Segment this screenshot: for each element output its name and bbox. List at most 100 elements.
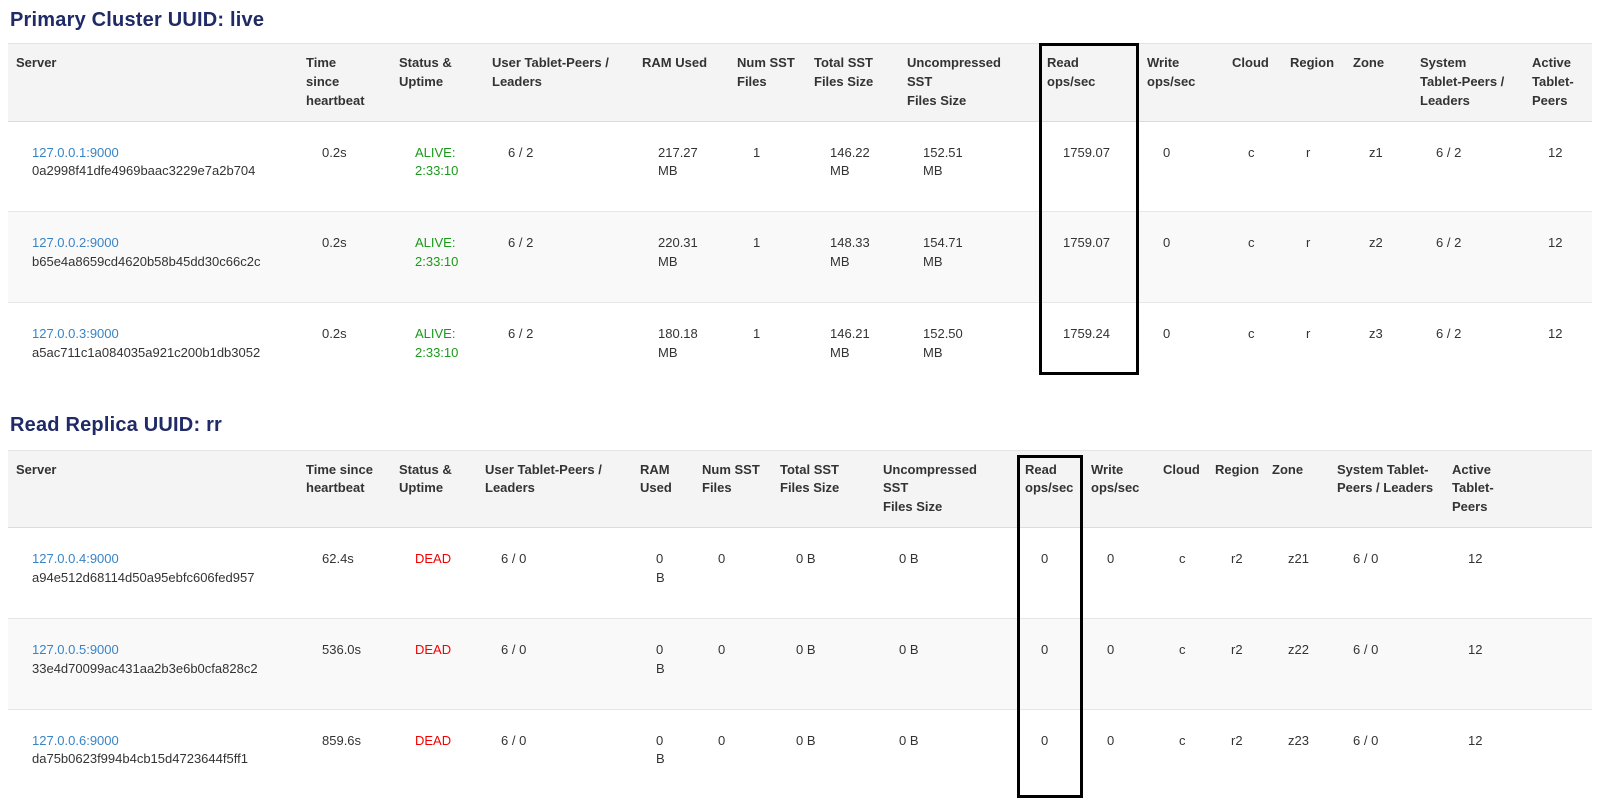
table-row: 127.0.0.1:9000 0a2998f41dfe4969baac3229e… (8, 121, 1592, 212)
col-status: Status & Uptime (391, 43, 484, 122)
cell-ram-used: 0 B (632, 708, 694, 800)
table-row: 127.0.0.4:9000 a94e512d68114d50a95ebfc60… (8, 528, 1592, 619)
server-uuid: da75b0623f994b4cb15d4723644f5ff1 (32, 751, 248, 767)
col-status: Status & Uptime (391, 450, 477, 529)
col-zone: Zone (1264, 450, 1329, 529)
table-row: 127.0.0.2:9000 b65e4a8659cd4620b58b45dd3… (8, 211, 1592, 303)
server-uuid: a5ac711c1a084035a921c200b1db3052 (32, 344, 261, 360)
col-heartbeat: Time since heartbeat (298, 450, 391, 529)
col-ram-used: RAM Used (634, 43, 729, 122)
server-link[interactable]: 127.0.0.5:9000 (32, 641, 119, 657)
col-uncompressed-sst: Uncompressed SST Files Size (899, 43, 1039, 122)
cell-cloud: c (1179, 551, 1186, 567)
server-link[interactable]: 127.0.0.4:9000 (32, 551, 119, 567)
primary-cluster-table-wrap: Server Time since heartbeat Status & Upt… (8, 43, 1592, 393)
server-link[interactable]: 127.0.0.2:9000 (32, 235, 119, 251)
cell-write-ops: 0 (1083, 708, 1155, 800)
primary-cluster-table: Server Time since heartbeat Status & Upt… (8, 43, 1592, 393)
table-row: 127.0.0.6:9000 da75b0623f994b4cb15d47236… (8, 708, 1592, 800)
cell-write-ops: 0 (1139, 211, 1224, 303)
col-heartbeat: Time since heartbeat (298, 43, 391, 122)
col-user-tablet-peers: User Tablet-Peers / Leaders (477, 450, 632, 529)
cell-system-tablet-peers: 6 / 2 (1412, 301, 1524, 393)
cell-zone: z21 (1288, 551, 1309, 567)
col-region: Region (1207, 450, 1264, 529)
cell-cloud: c (1155, 617, 1207, 709)
cell-ram-used: 180.18 MB (634, 301, 729, 393)
col-cloud: Cloud (1155, 450, 1207, 529)
cell-read-ops: 0 (1017, 617, 1083, 709)
cell-heartbeat: 0.2s (298, 301, 391, 393)
col-cloud: Cloud (1224, 43, 1282, 122)
cell-user-tablet-peers: 6 / 0 (477, 617, 632, 709)
cell-active-tablet-peers: 12 (1444, 708, 1592, 800)
primary-cluster-heading: Primary Cluster UUID: live (10, 9, 265, 31)
server-uuid: 0a2998f41dfe4969baac3229e7a2b704 (32, 163, 256, 179)
cell-total-sst: 148.33 MB (806, 211, 899, 303)
cell-heartbeat: 0.2s (322, 144, 347, 160)
col-num-sst: Num SST Files (694, 450, 772, 529)
col-server: Server (8, 43, 298, 122)
read-replica-table-wrap: Server Time since heartbeat Status & Upt… (8, 449, 1592, 800)
cell-num-sst: 1 (729, 301, 806, 393)
cell-cloud: c (1248, 144, 1255, 160)
read-replica-heading: Read Replica UUID: rr (10, 413, 223, 436)
cell-uncompressed-sst: 152.51 MB (923, 144, 963, 179)
col-total-sst: Total SST Files Size (772, 450, 875, 529)
cell-status: ALIVE: 2:33:10 (415, 144, 459, 179)
cell-zone: z22 (1264, 617, 1329, 709)
cell-cloud: c (1224, 301, 1282, 393)
cell-server: 127.0.0.1:9000 0a2998f41dfe4969baac3229e… (8, 121, 298, 212)
cell-system-tablet-peers: 6 / 0 (1353, 551, 1379, 567)
cell-system-tablet-peers: 6 / 0 (1329, 617, 1444, 709)
server-link[interactable]: 127.0.0.3:9000 (32, 325, 119, 341)
cell-zone: z2 (1345, 211, 1412, 303)
table-header-row: Server Time since heartbeat Status & Upt… (8, 43, 1592, 122)
cell-cloud: c (1155, 708, 1207, 800)
cell-ram-used: 217.27 MB (658, 144, 698, 179)
cell-ram-used: 220.31 MB (634, 211, 729, 303)
cell-active-tablet-peers: 12 (1468, 551, 1483, 567)
cell-active-tablet-peers: 12 (1524, 211, 1592, 303)
server-link[interactable]: 127.0.0.6:9000 (32, 732, 119, 748)
cell-zone: z1 (1369, 144, 1383, 160)
cell-uncompressed-sst: 0 B (875, 708, 1017, 800)
cell-active-tablet-peers: 12 (1444, 617, 1592, 709)
cell-user-tablet-peers: 6 / 2 (508, 144, 534, 160)
col-region: Region (1282, 43, 1345, 122)
col-write-ops: Write ops/sec (1083, 450, 1155, 529)
server-link[interactable]: 127.0.0.1:9000 (32, 144, 119, 160)
cell-heartbeat: 536.0s (298, 617, 391, 709)
cell-user-tablet-peers: 6 / 0 (477, 708, 632, 800)
cell-server: 127.0.0.3:9000 a5ac711c1a084035a921c200b… (8, 301, 298, 393)
cell-system-tablet-peers: 6 / 0 (1329, 708, 1444, 800)
cell-ram-used: 0 B (632, 617, 694, 709)
cell-total-sst: 146.21 MB (806, 301, 899, 393)
cell-user-tablet-peers: 6 / 2 (484, 211, 634, 303)
col-write-ops: Write ops/sec (1139, 43, 1224, 122)
col-user-tablet-peers: User Tablet-Peers / Leaders (484, 43, 634, 122)
cell-active-tablet-peers: 12 (1524, 301, 1592, 393)
col-read-ops: Read ops/sec (1039, 43, 1139, 122)
cell-region: r2 (1207, 617, 1264, 709)
col-active-tablet-peers: Active Tablet- Peers (1524, 43, 1592, 122)
cell-status: ALIVE: 2:33:10 (391, 211, 484, 303)
server-uuid: a94e512d68114d50a95ebfc606fed957 (32, 569, 255, 585)
cell-total-sst: 0 B (772, 617, 875, 709)
cell-region: r (1282, 211, 1345, 303)
cell-system-tablet-peers: 6 / 2 (1436, 144, 1462, 160)
cell-num-sst: 0 (694, 617, 772, 709)
cell-status: ALIVE: 2:33:10 (391, 301, 484, 393)
cell-total-sst: 0 B (796, 551, 816, 567)
server-uuid: b65e4a8659cd4620b58b45dd30c66c2c (32, 254, 261, 270)
cell-read-ops: 0 (1017, 708, 1083, 800)
cell-region: r2 (1231, 551, 1243, 567)
cell-read-ops: 0 (1041, 551, 1049, 567)
cell-user-tablet-peers: 6 / 0 (501, 551, 527, 567)
cell-region: r2 (1207, 708, 1264, 800)
col-system-tablet-peers: System Tablet- Peers / Leaders (1329, 450, 1444, 529)
cell-uncompressed-sst: 152.50 MB (899, 301, 1039, 393)
cell-read-ops: 1759.07 (1039, 211, 1139, 303)
cell-total-sst: 146.22 MB (830, 144, 870, 179)
